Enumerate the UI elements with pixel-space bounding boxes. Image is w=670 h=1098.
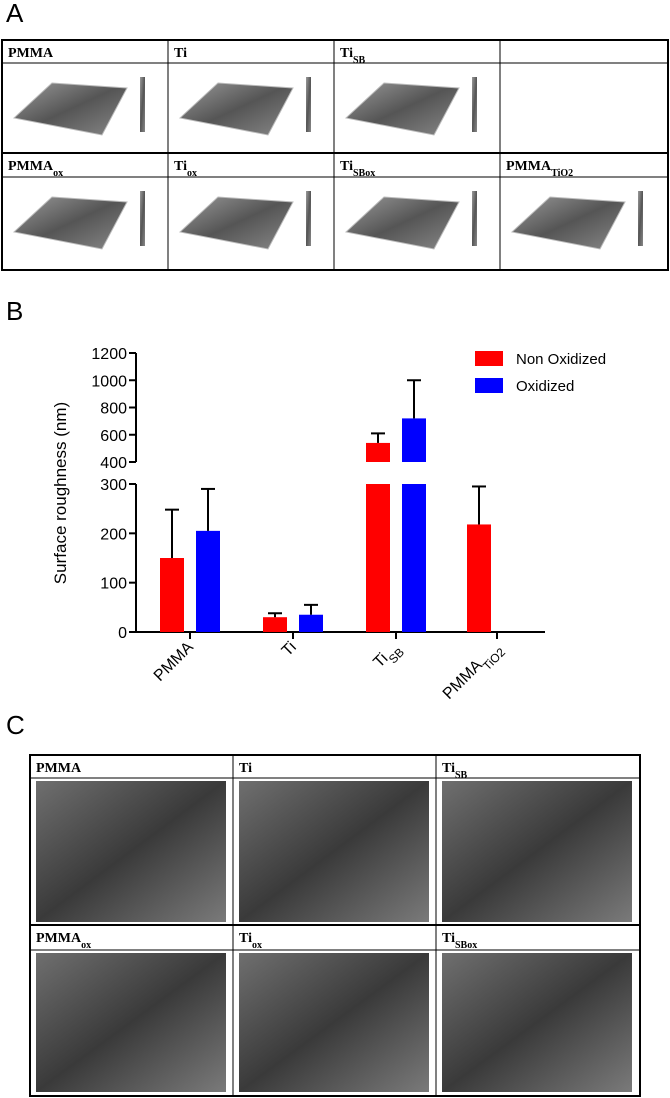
cell-label: PMMAox bbox=[36, 931, 91, 951]
y-tick-label: 600 bbox=[100, 428, 127, 445]
cell-label: TiSBox bbox=[340, 159, 375, 179]
cell-label-base: Ti bbox=[340, 46, 353, 61]
cell-label-sub: ox bbox=[53, 168, 63, 179]
x-tick-label: TiSB bbox=[370, 639, 407, 676]
y-tick-label: 800 bbox=[100, 401, 127, 418]
cell-label-base: Ti bbox=[442, 761, 455, 776]
x-tick-label: Ti bbox=[279, 639, 300, 660]
legend-label: Oxidized bbox=[516, 378, 574, 395]
cell-label: TiSB bbox=[442, 761, 468, 781]
panel-letter: B bbox=[6, 296, 23, 326]
afm-image bbox=[178, 196, 294, 250]
bar bbox=[196, 530, 220, 632]
y-tick-label: 0 bbox=[118, 625, 127, 642]
cell-label: Ti bbox=[174, 46, 187, 61]
cell-label-sub: ox bbox=[187, 168, 197, 179]
cell-label: PMMATiO2 bbox=[506, 159, 573, 179]
cell-label: Ti bbox=[239, 761, 252, 776]
cell-label-base: PMMA bbox=[36, 761, 82, 776]
cell-label-base: Ti bbox=[442, 931, 455, 946]
color-scale bbox=[472, 191, 477, 246]
cell-label-base: Ti bbox=[340, 159, 353, 174]
cell-label-sub: SBox bbox=[353, 168, 375, 179]
y-tick-label: 200 bbox=[100, 526, 127, 543]
y-tick-label: 1200 bbox=[91, 346, 127, 363]
y-tick-label: 100 bbox=[100, 576, 127, 593]
cell-label-sub: SBox bbox=[455, 940, 477, 951]
color-scale bbox=[140, 191, 145, 246]
sem-image bbox=[239, 953, 429, 1092]
color-scale bbox=[306, 191, 311, 246]
cell-label-sub: ox bbox=[81, 940, 91, 951]
bar bbox=[160, 558, 184, 632]
panel-letter: C bbox=[6, 710, 25, 740]
afm-image bbox=[344, 82, 460, 136]
y-tick-label: 300 bbox=[100, 477, 127, 494]
cell-label-sub: ox bbox=[252, 940, 262, 951]
afm-image bbox=[178, 82, 294, 136]
x-tick-label: PMMA bbox=[151, 639, 197, 685]
cell-label-base: PMMA bbox=[8, 159, 54, 174]
bar bbox=[402, 484, 426, 632]
cell-label: TiSBox bbox=[442, 931, 477, 951]
color-scale bbox=[140, 77, 145, 132]
cell-label: Tiox bbox=[174, 159, 197, 179]
legend-label: Non Oxidized bbox=[516, 351, 606, 368]
sem-image bbox=[36, 781, 226, 922]
y-tick-label: 400 bbox=[100, 455, 127, 472]
bar bbox=[299, 614, 323, 632]
bar bbox=[402, 418, 426, 462]
cell-label: Tiox bbox=[239, 931, 262, 951]
panel-frame bbox=[1, 39, 669, 271]
afm-image bbox=[510, 196, 626, 250]
cell-label-base: Ti bbox=[174, 159, 187, 174]
color-scale bbox=[472, 77, 477, 132]
legend-swatch bbox=[475, 351, 503, 366]
cell-label-base: Ti bbox=[239, 931, 252, 946]
cell-label: PMMAox bbox=[8, 159, 63, 179]
bar bbox=[366, 484, 390, 632]
cell-label-base: PMMA bbox=[36, 931, 82, 946]
color-scale bbox=[306, 77, 311, 132]
cell-label: PMMA bbox=[36, 761, 82, 776]
cell-label-sub: TiO2 bbox=[551, 168, 573, 179]
cell-label-sub: SB bbox=[353, 55, 366, 66]
bar bbox=[467, 524, 491, 632]
sem-image bbox=[239, 781, 429, 922]
sem-image bbox=[36, 953, 226, 1092]
cell-label-base: PMMA bbox=[506, 159, 552, 174]
bar bbox=[366, 442, 390, 462]
y-tick-label: 1000 bbox=[91, 373, 127, 390]
color-scale bbox=[638, 191, 643, 246]
sem-image bbox=[442, 781, 632, 922]
afm-image bbox=[12, 82, 128, 136]
cell-label: PMMA bbox=[8, 46, 54, 61]
cell-label-sub: SB bbox=[455, 770, 468, 781]
y-axis-label: Surface roughness (nm) bbox=[51, 402, 70, 584]
panel-letter: A bbox=[6, 0, 24, 28]
afm-image bbox=[12, 196, 128, 250]
cell-label-base: Ti bbox=[174, 46, 187, 61]
sem-image bbox=[442, 953, 632, 1092]
afm-image bbox=[344, 196, 460, 250]
cell-label: TiSB bbox=[340, 46, 366, 66]
cell-label-base: Ti bbox=[239, 761, 252, 776]
x-tick-label-base: Ti bbox=[279, 639, 300, 660]
cell-label-base: PMMA bbox=[8, 46, 54, 61]
legend-swatch bbox=[475, 378, 503, 393]
bar bbox=[263, 617, 287, 632]
x-tick-label: PMMATiO2 bbox=[440, 639, 509, 708]
x-tick-label-base: PMMA bbox=[151, 639, 197, 685]
